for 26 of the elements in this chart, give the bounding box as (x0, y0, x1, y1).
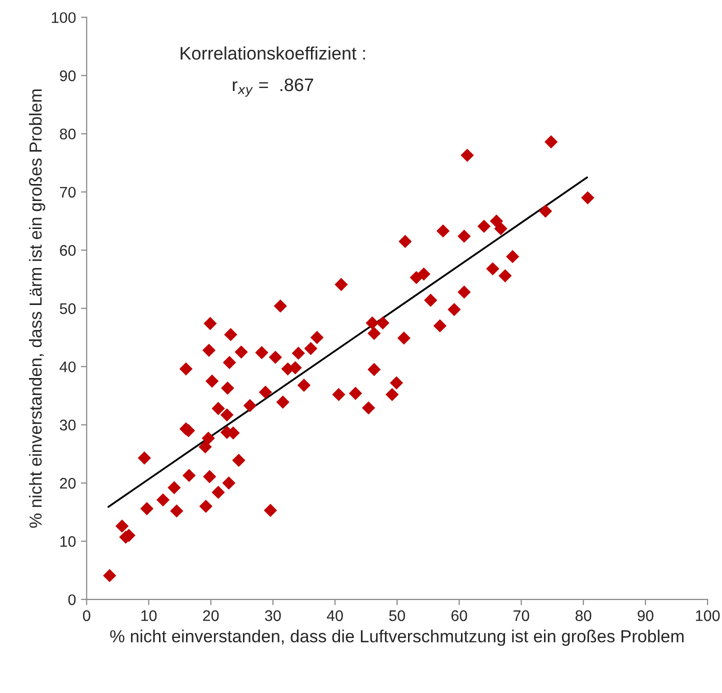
x-tick-label: 80 (576, 610, 592, 622)
x-tick-label: 60 (451, 610, 468, 622)
y-tick-label: 80 (60, 128, 76, 140)
x-tick-label: 0 (82, 610, 90, 622)
annotation: r$_{xy}$ = .867 (232, 78, 314, 97)
x-tick-label: 40 (326, 610, 343, 622)
y-tick-label: 0 (68, 594, 76, 606)
x-tick-label: 100 (696, 610, 720, 622)
x-tick-label: 10 (141, 610, 157, 622)
y-tick-label: 40 (60, 361, 76, 372)
annotation: Korrelationskoeffizient : (180, 46, 365, 60)
y-tick-label: 50 (60, 303, 76, 314)
y-tick-label: 60 (60, 245, 76, 256)
y-tick-label: 70 (60, 186, 76, 198)
x-tick-label: 30 (265, 610, 281, 622)
y-tick-label: 90 (60, 70, 76, 82)
x-tick-label: 50 (389, 610, 405, 622)
y-axis-title: % nicht einverstanden, dass Lärm ist ein großes Problem (28, 90, 46, 528)
x-axis-title: % nicht einverstanden, dass die Luftverschmutzung ist ein großes Problem (110, 630, 684, 646)
x-tick-label: 20 (203, 610, 219, 622)
y-tick-label: 100 (52, 12, 76, 24)
y-tick-label: 10 (60, 536, 76, 547)
x-tick-label: 90 (638, 610, 654, 622)
y-tick-label: 30 (60, 420, 76, 430)
y-tick-label: 20 (60, 478, 76, 489)
x-tick-label: 70 (514, 610, 530, 622)
